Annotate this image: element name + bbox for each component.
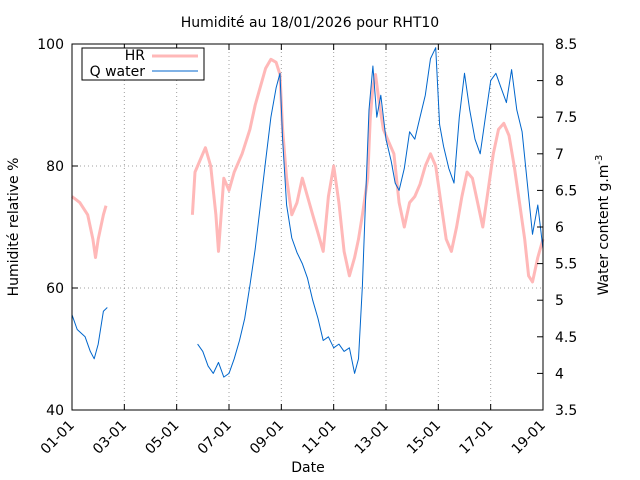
y-axis-left-label: Humidité relative % bbox=[6, 158, 22, 297]
series-line-q-water bbox=[71, 307, 108, 360]
y-right-tick-label: 8.5 bbox=[555, 37, 577, 53]
y-axis-right: 3.5 4 4.5 5 5.5 6 6.5 7 7.5 8 8.5 bbox=[537, 37, 577, 419]
y-left-tick-label: 100 bbox=[37, 37, 64, 53]
x-axis: 01-01 03-01 05-01 07-01 09-01 11-01 13-01 15-01… bbox=[38, 44, 549, 458]
y-right-tick-label: 8 bbox=[555, 74, 564, 90]
y-right-tick-label: 3.5 bbox=[555, 403, 577, 419]
grid bbox=[72, 44, 543, 410]
x-tick-label: 17-01 bbox=[456, 418, 496, 458]
x-tick-label: 05-01 bbox=[142, 418, 182, 458]
y-right-tick-label: 6 bbox=[555, 220, 564, 236]
legend-label-q-water: Q water bbox=[90, 64, 146, 80]
y-right-tick-label: 4.5 bbox=[555, 330, 577, 346]
y-left-tick-label: 40 bbox=[46, 403, 64, 419]
plot-frame bbox=[71, 43, 544, 411]
y-right-tick-label: 4 bbox=[555, 366, 564, 382]
x-tick-label: 13-01 bbox=[352, 418, 392, 458]
y-right-tick-label: 5 bbox=[555, 293, 564, 309]
series-line-hr bbox=[190, 57, 545, 284]
y-right-tick-label: 6.5 bbox=[555, 183, 577, 199]
chart-title: Humidité au 18/01/2026 pour RHT10 bbox=[181, 15, 439, 31]
legend: HR Q water bbox=[81, 47, 205, 81]
y-right-tick-label: 7.5 bbox=[555, 110, 577, 126]
y-right-tick-label: 5.5 bbox=[555, 257, 577, 273]
y-axis-right-label-main: Water content g.m bbox=[596, 165, 612, 296]
legend-label-hr: HR bbox=[125, 48, 146, 64]
y-left-tick-label: 80 bbox=[46, 159, 64, 175]
x-tick-label: 07-01 bbox=[195, 418, 235, 458]
series-line-hr bbox=[71, 195, 108, 259]
x-tick-label: 09-01 bbox=[247, 418, 287, 458]
y-left-tick-label: 60 bbox=[46, 281, 64, 297]
y-axis-left: 40 60 80 100 bbox=[37, 37, 78, 419]
y-right-tick-label: 7 bbox=[555, 147, 564, 163]
x-tick-label: 15-01 bbox=[404, 418, 444, 458]
x-axis-label: Date bbox=[291, 460, 324, 476]
legend-box bbox=[81, 47, 205, 81]
x-tick-label: 11-01 bbox=[299, 418, 339, 458]
plot-area bbox=[71, 47, 545, 378]
y-axis-right-label: Water content g.m-3 bbox=[594, 155, 612, 296]
x-tick-label: 03-01 bbox=[90, 418, 130, 458]
x-tick-label: 01-01 bbox=[38, 418, 78, 458]
series-line-q-water bbox=[197, 47, 544, 378]
y-axis-right-label-sup: -3 bbox=[594, 155, 605, 165]
x-tick-label: 19-01 bbox=[509, 418, 549, 458]
